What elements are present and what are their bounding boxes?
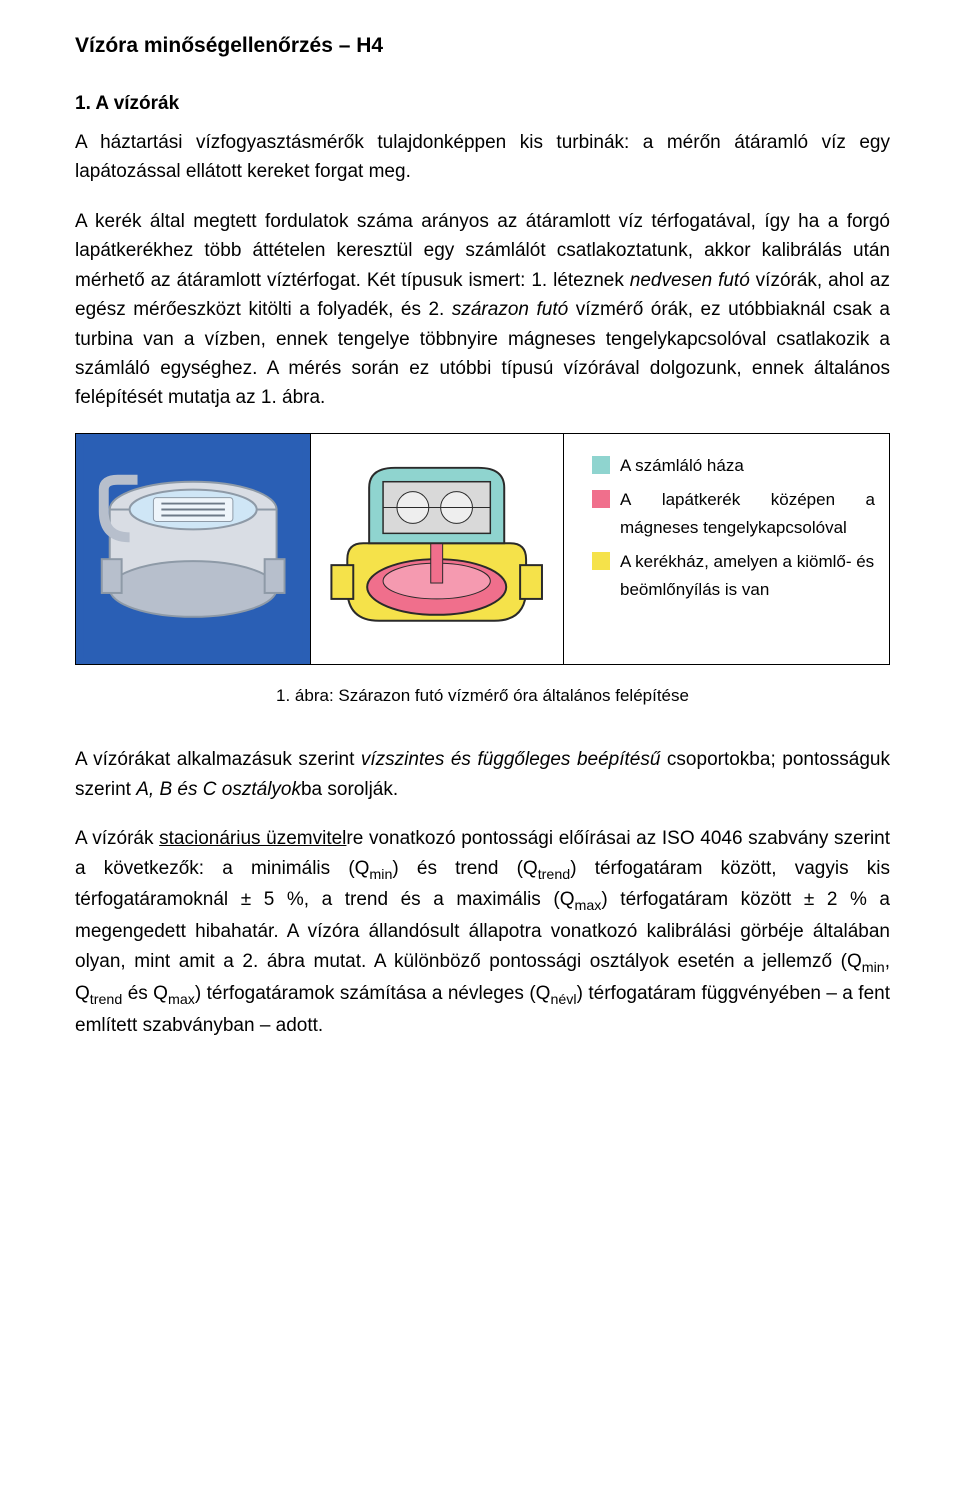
- legend-swatch-housing: [592, 456, 610, 474]
- text-italic: vízszintes és függőleges beépítésű: [361, 749, 661, 770]
- legend-swatch-wheel: [592, 490, 610, 508]
- text: ba sorolják.: [301, 779, 398, 800]
- text: lapátkerék: [662, 486, 740, 514]
- text-italic: szárazon futó: [452, 299, 568, 320]
- subscript: trend: [538, 866, 570, 882]
- figure-1: A számláló háza A lapátkerék középen a m…: [75, 433, 890, 665]
- text: középen: [771, 486, 835, 514]
- paragraph-accuracy: A vízórák stacionárius üzemvitelre vonat…: [75, 824, 890, 1040]
- text: Két típusuk ismert: 1. léteznek: [367, 270, 630, 291]
- text-italic: A, B és C osztályok: [136, 779, 301, 800]
- paragraph-types: A kerék által megtett fordulatok száma a…: [75, 207, 890, 413]
- legend-swatch-case: [592, 552, 610, 570]
- figure-cutaway: [311, 434, 564, 664]
- subscript: max: [168, 991, 195, 1007]
- legend-item-case: A kerékház, amelyen a kiömlő- és beömlőn…: [592, 548, 875, 604]
- figure-legend: A számláló háza A lapátkerék középen a m…: [564, 434, 889, 664]
- meter-cutaway-icon: [317, 440, 556, 659]
- text: és Q: [122, 983, 168, 1004]
- text-italic: nedvesen futó: [630, 270, 750, 291]
- text: A vízórákat alkalmazásuk szerint: [75, 749, 361, 770]
- subscript: min: [369, 866, 392, 882]
- legend-text: A kerékház, amelyen a kiömlő- és beömlőn…: [620, 548, 875, 604]
- figure-photo: [76, 434, 311, 664]
- section-heading: 1. A vízórák: [75, 89, 890, 118]
- figure-caption: 1. ábra: Szárazon futó vízmérő óra által…: [75, 683, 890, 709]
- paragraph-classes: A vízórákat alkalmazásuk szerint vízszin…: [75, 745, 890, 804]
- text: a: [866, 486, 875, 514]
- text: mágneses tengelykapcsolóval: [620, 518, 847, 537]
- text: ) és trend (Q: [392, 858, 537, 879]
- page-title: Vízóra minőségellenőrzés – H4: [75, 30, 890, 63]
- subscript: névl: [550, 991, 576, 1007]
- legend-text: A számláló háza: [620, 452, 875, 480]
- text-underline: stacionárius üzemvitel: [159, 828, 346, 849]
- meter-photo-icon: [82, 440, 304, 659]
- text: A: [620, 486, 631, 514]
- paragraph-intro: A háztartási vízfogyasztásmérők tulajdon…: [75, 128, 890, 187]
- subscript: max: [574, 898, 601, 914]
- text: ) térfogatáramok számítása a névleges (Q: [195, 983, 551, 1004]
- subscript: min: [862, 960, 885, 976]
- legend-item-wheel: A lapátkerék középen a mágneses tengelyk…: [592, 486, 875, 542]
- text: A vízórák: [75, 828, 159, 849]
- subscript: trend: [90, 991, 122, 1007]
- legend-item-housing: A számláló háza: [592, 452, 875, 480]
- legend-text: A lapátkerék középen a mágneses tengelyk…: [620, 486, 875, 542]
